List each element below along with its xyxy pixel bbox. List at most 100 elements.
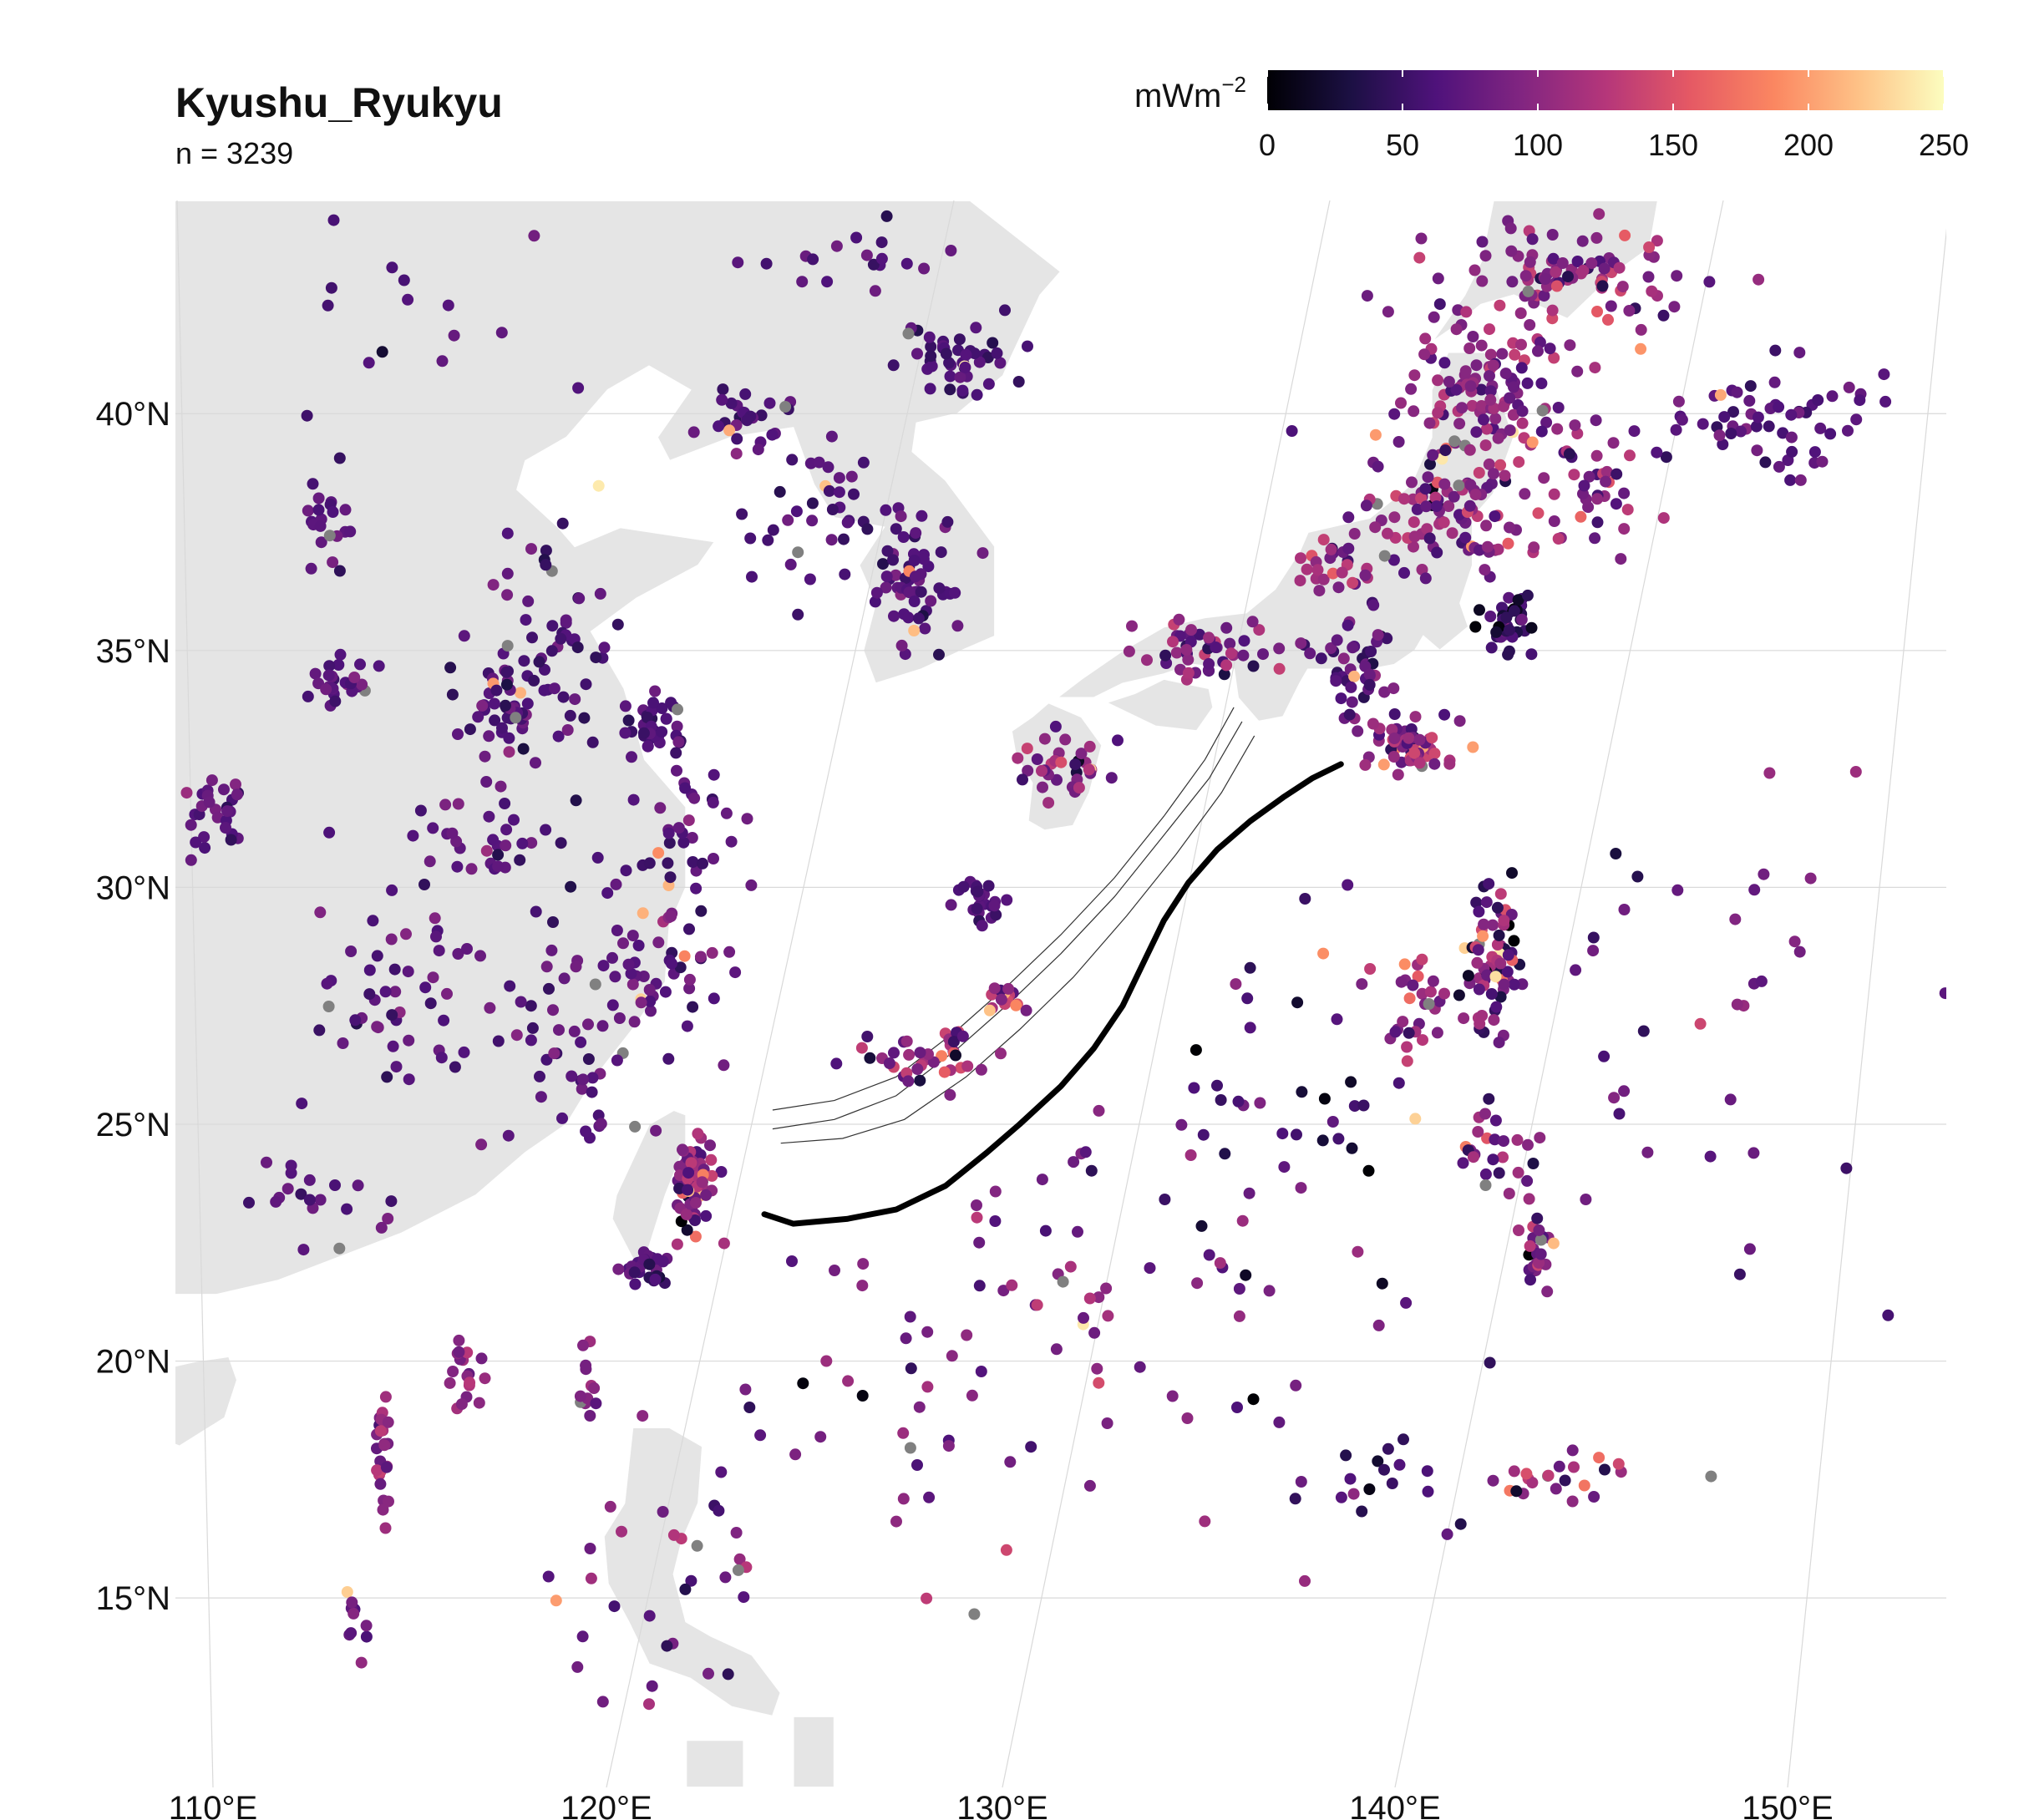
- heatflow-point: [796, 276, 809, 288]
- heatflow-point: [649, 1273, 662, 1285]
- heatflow-point: [611, 1054, 623, 1067]
- heatflow-point: [713, 1504, 725, 1517]
- heatflow-point: [1548, 488, 1560, 500]
- colorbar-tick-label: 50: [1386, 128, 1419, 162]
- color-legend: mWm−2 0 50 100 150 200 250: [1134, 70, 1969, 162]
- heatflow-point: [1520, 1468, 1533, 1480]
- heatflow-point: [1364, 963, 1377, 975]
- heatflow-point: [464, 723, 476, 736]
- heatflow-point: [903, 586, 916, 599]
- longitude-tick-label: 130°E: [956, 1790, 1047, 1820]
- heatflow-point: [325, 281, 337, 294]
- heatflow-point: [1195, 1219, 1208, 1232]
- heatflow-point: [637, 907, 649, 920]
- heatflow-point: [739, 1383, 752, 1396]
- heatflow-point: [528, 674, 540, 687]
- heatflow-point: [547, 916, 559, 928]
- heatflow-point: [1025, 1441, 1037, 1453]
- heatflow-point: [1568, 469, 1580, 481]
- heatflow-point: [903, 1048, 916, 1061]
- heatflow-point: [327, 556, 339, 569]
- heatflow-point: [1273, 662, 1286, 675]
- heatflow-point: [1246, 616, 1259, 628]
- heatflow-point: [586, 1086, 598, 1098]
- heatflow-point: [888, 610, 900, 622]
- heatflow-point: [596, 1696, 609, 1708]
- heatflow-point: [1413, 757, 1426, 769]
- heatflow-point: [1372, 1319, 1385, 1331]
- heatflow-point: [1515, 613, 1528, 626]
- heatflow-point: [1088, 1326, 1101, 1339]
- heatflow-point: [590, 651, 602, 664]
- heatflow-point: [1631, 870, 1644, 883]
- heatflow-point: [504, 980, 516, 992]
- heatflow-point: [309, 667, 322, 680]
- heatflow-point: [584, 1543, 596, 1554]
- heatflow-point: [641, 712, 653, 723]
- heatflow-point: [1079, 1146, 1092, 1158]
- heatflow-point: [635, 996, 647, 1009]
- heatflow-point: [825, 534, 838, 546]
- heatflow-point: [911, 1459, 923, 1471]
- heatflow-point: [918, 262, 931, 275]
- heatflow-point: [1191, 1277, 1204, 1290]
- heatflow-point: [261, 1156, 272, 1169]
- heatflow-point: [1489, 413, 1502, 425]
- heatflow-point: [767, 524, 779, 536]
- heatflow-point: [1332, 581, 1345, 594]
- heatflow-point: [825, 430, 838, 443]
- heatflow-point: [900, 257, 913, 270]
- heatflow-point: [869, 596, 881, 608]
- heatflow-point: [1413, 251, 1426, 264]
- heatflow-point: [1768, 376, 1781, 388]
- heatflow-point: [956, 1030, 969, 1042]
- heatflow-point: [1763, 420, 1775, 433]
- heatflow-point: [592, 479, 605, 492]
- longitude-tick-label: 120°E: [561, 1790, 652, 1820]
- heatflow-point: [1083, 763, 1095, 776]
- heatflow-point: [1525, 648, 1538, 661]
- heatflow-point: [546, 620, 559, 632]
- heatflow-point: [1618, 487, 1631, 499]
- heatflow-point: [1075, 748, 1088, 760]
- heatflow-point: [1521, 589, 1534, 601]
- heatflow-point: [681, 1020, 693, 1032]
- heatflow-point: [1423, 532, 1436, 545]
- heatflow-point: [1724, 1093, 1737, 1106]
- heatflow-point: [1470, 896, 1483, 909]
- heatflow-point: [1167, 636, 1179, 648]
- heatflow-point: [1225, 647, 1237, 660]
- heatflow-point: [1583, 470, 1595, 483]
- heatflow-point: [1494, 957, 1507, 970]
- heatflow-point: [492, 860, 505, 873]
- heatflow-point: [1423, 998, 1435, 1010]
- longitude-gridline: [606, 200, 955, 1787]
- heatflow-point: [1078, 1311, 1089, 1324]
- heatflow-point: [1427, 975, 1439, 987]
- longitude-gridline: [1787, 228, 1946, 1787]
- heatflow-point: [752, 444, 764, 456]
- heatflow-point: [919, 622, 931, 635]
- heatflow-point: [556, 517, 569, 530]
- heatflow-point: [1421, 1465, 1433, 1478]
- heatflow-point: [1408, 540, 1419, 553]
- heatflow-point: [302, 504, 314, 517]
- heatflow-point: [1505, 245, 1518, 257]
- heatflow-point: [320, 683, 332, 696]
- heatflow-point: [453, 1334, 465, 1346]
- heatflow-point: [1276, 1128, 1289, 1140]
- heatflow-point: [662, 1052, 675, 1065]
- heatflow-point: [1676, 413, 1688, 426]
- heatflow-point: [1539, 273, 1551, 285]
- heatflow-point: [915, 586, 927, 598]
- heatflow-point: [446, 688, 459, 701]
- heatflow-point: [514, 854, 526, 866]
- heatflow-point: [1532, 507, 1545, 520]
- heatflow-point: [1590, 231, 1603, 244]
- heatflow-point: [910, 527, 922, 540]
- heatflow-point: [1657, 512, 1670, 525]
- heatflow-point: [1182, 667, 1195, 679]
- heatflow-point: [1532, 345, 1544, 357]
- heatflow-point: [660, 712, 672, 725]
